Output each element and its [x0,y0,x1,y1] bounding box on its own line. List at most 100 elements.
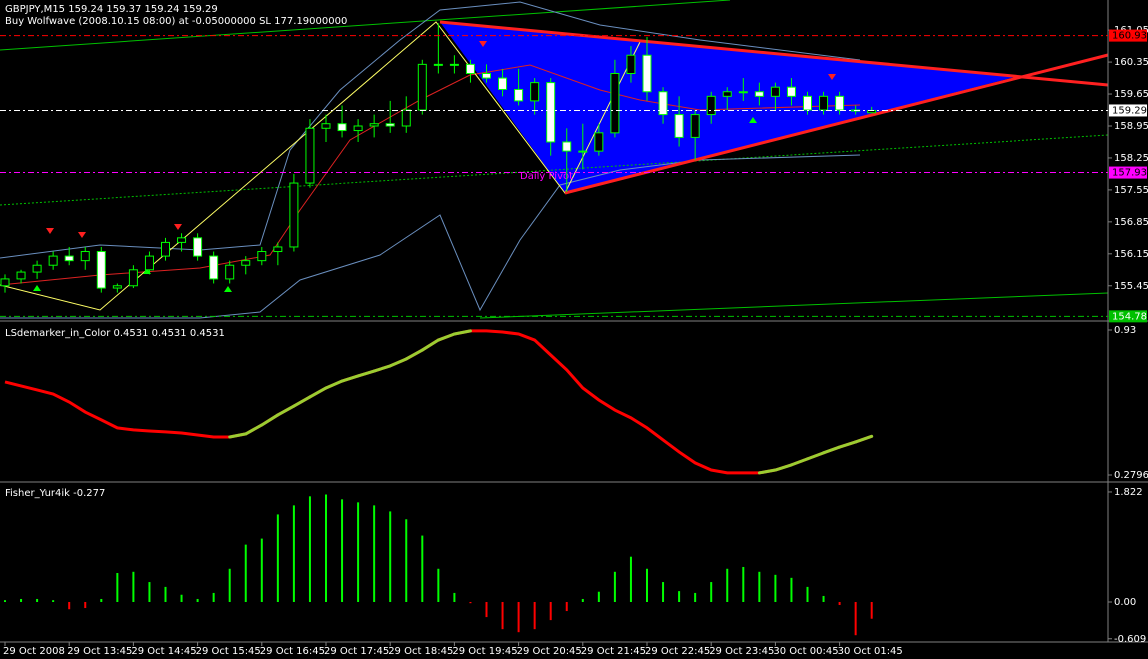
candle-body [658,91,668,116]
candle-body [401,109,411,127]
candle-body [674,114,684,138]
candle-body [690,114,700,138]
x-tick-label: 29 Oct 17:45 [324,646,389,657]
indicator-rising-segment [260,413,280,427]
histogram-bar [389,511,392,602]
candle-body [128,269,138,287]
indicator-rising-segment [838,440,858,449]
x-tick-label: 29 Oct 22:45 [645,646,710,657]
histogram-bar [4,600,6,602]
histogram-bar [533,601,536,630]
histogram-bar [694,592,697,602]
price-level-box [1109,104,1147,117]
price-level-label: 157.93 [1112,168,1147,179]
histogram-bar [517,601,520,633]
candle-body [305,127,315,184]
histogram-bar [806,586,809,602]
histogram-bar [501,601,504,630]
y-tick-label: 156.15 [1114,249,1148,260]
candle-body [610,72,620,134]
candle-body [514,88,524,102]
histogram-bar [292,505,295,602]
indicator-rising-segment [276,404,296,417]
ea-info: Buy Wolfwave (2008.10.15 08:00) at -0.05… [5,16,347,27]
x-tick-label: 30 Oct 00:45 [773,646,838,657]
candle-body [482,72,491,79]
histogram-bar [838,601,841,606]
price-level-label: 154.78 [1112,311,1147,322]
candle-body [835,95,845,111]
histogram-bar [357,502,360,602]
candle-body [449,63,459,66]
y-tick-label: 158.95 [1114,121,1148,132]
candle-body [530,82,540,102]
histogram-bar [228,568,231,602]
indicator-rising-segment [340,374,360,383]
candle-body [594,132,604,152]
indicator-rising-segment [356,369,376,378]
y-tick-label: 160.35 [1114,57,1148,68]
histogram-bar [20,598,23,602]
histogram-bar [421,535,424,602]
indicator-title: Fisher_Yur4ik -0.277 [5,488,105,499]
candle-body [738,91,748,94]
y-tick-label: 0.2796 [1114,470,1148,481]
candle-body [193,237,203,257]
candle-body [770,86,780,97]
y-tick-label: 0.93 [1114,325,1136,336]
histogram-bar [854,601,857,636]
histogram-bar [870,601,873,619]
candle-body [803,95,812,111]
indicator-rising-segment [854,434,874,444]
candle-body [112,285,122,289]
indicator-rising-segment [773,463,793,472]
histogram-bar [437,568,440,602]
candle-body [144,255,154,271]
x-tick-label: 29 Oct 23:45 [709,646,774,657]
histogram-bar [180,594,183,602]
price-level-label: 160.93 [1112,31,1147,42]
histogram-bar [678,591,681,602]
x-tick-label: 29 Oct 13:45 [67,646,132,657]
candle-body [417,63,427,111]
candle-body [321,123,331,129]
histogram-bar [581,598,584,602]
histogram-bar [68,601,71,610]
histogram-bar [52,600,55,602]
histogram-bar [629,556,632,602]
candle-body [722,91,732,97]
candle-body [433,63,443,66]
candle-body [177,237,187,243]
histogram-bar [774,574,777,602]
candle-body [32,264,42,273]
indicator-rising-segment [789,457,809,467]
x-tick-label: 29 Oct 21:45 [581,646,646,657]
candle-body [706,95,716,116]
candle-body [161,241,170,257]
indicator-rising-segment [324,379,344,390]
histogram-bar [453,592,456,602]
indicator-rising-segment [228,432,248,439]
candle-body [225,264,235,280]
y-tick-label: -0.609 [1114,634,1146,645]
candle-body [64,255,74,262]
histogram-bar [212,592,215,602]
indicator-rising-segment [404,348,424,361]
pivot-label: Daily Pivot [520,171,573,182]
symbol-info: GBPJPY,M15 159.24 159.37 159.24 159.29 [5,4,218,15]
candle-body [385,123,395,127]
y-tick-label: 155.45 [1114,281,1148,292]
candle-body [80,251,90,262]
candle-body [754,91,764,97]
candle-body [16,271,26,280]
x-tick-label: 29 Oct 14:45 [131,646,196,657]
histogram-bar [742,566,745,602]
histogram-bar [790,577,793,602]
candle-body [273,246,283,253]
indicator-rising-segment [388,357,408,368]
histogram-bar [116,573,119,602]
candle-body [369,123,379,127]
candle-body [337,123,347,132]
histogram-bar [244,544,247,602]
bollinger-upper [0,1,861,259]
